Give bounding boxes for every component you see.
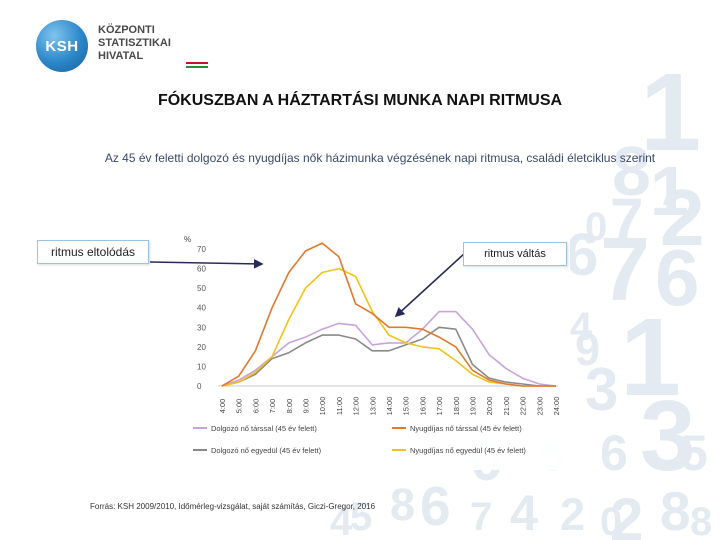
- background-digit: 0: [600, 500, 622, 540]
- legend-entry: Nyugdíjas nő egyedül (45 év felett): [410, 446, 526, 455]
- x-tick-label: 24:00: [552, 397, 561, 416]
- x-tick-label: 7:00: [268, 399, 277, 414]
- x-tick-label: 22:00: [519, 397, 528, 416]
- background-digit: 3: [640, 380, 696, 492]
- y-tick-label: 50: [197, 284, 206, 293]
- x-tick-label: 11:00: [335, 397, 344, 415]
- background-digit: 3: [585, 356, 618, 423]
- y-axis-label: %: [184, 235, 191, 244]
- logo-wordmark: KÖZPONTI STATISZTIKAI HIVATAL: [98, 24, 171, 63]
- x-tick-label: 10:00: [318, 397, 327, 416]
- series-line: [221, 326, 556, 387]
- background-digit: 8: [390, 479, 415, 530]
- background-digit: 7: [600, 220, 650, 320]
- background-digit: 0: [585, 205, 607, 249]
- x-tick-label: 4:00: [218, 399, 227, 414]
- background-digit: 4: [570, 305, 593, 349]
- background-digit: 2: [660, 173, 705, 262]
- background-digit: 1: [650, 152, 689, 230]
- background-digit: 8: [690, 500, 712, 540]
- x-tick-label: 20:00: [485, 397, 494, 416]
- logo-line-2: STATISZTIKAI: [98, 37, 171, 49]
- background-digit: 6: [600, 425, 628, 481]
- x-tick-label: 14:00: [385, 397, 394, 416]
- callout-rhythm-change: ritmus váltás: [463, 242, 567, 266]
- flag-stripe: [186, 66, 208, 68]
- background-digit: 6: [565, 221, 598, 288]
- logo-line-1: KÖZPONTI: [98, 24, 155, 36]
- x-tick-label: 8:00: [285, 399, 294, 414]
- background-digit: 7: [610, 186, 643, 253]
- background-digit: 4: [330, 500, 353, 540]
- callout-arrow-right: [394, 252, 466, 318]
- callout-rhythm-shift: ritmus eltolódás: [37, 240, 149, 264]
- background-digit: 7: [470, 495, 492, 539]
- background-digit: 5: [680, 425, 708, 481]
- x-tick-label: 18:00: [452, 397, 461, 416]
- background-digit: 6: [655, 233, 700, 322]
- background-digit: 9: [575, 324, 600, 375]
- logo-badge-text: KSH: [45, 38, 79, 55]
- y-tick-label: 20: [197, 343, 206, 352]
- x-tick-label: 5:00: [235, 399, 244, 414]
- x-tick-label: 6:00: [251, 399, 260, 414]
- y-tick-label: 40: [197, 304, 206, 313]
- callout-arrow-left: [149, 259, 264, 269]
- y-tick-label: 0: [197, 382, 202, 391]
- x-tick-label: 13:00: [368, 397, 377, 416]
- background-digit: 1: [620, 296, 681, 419]
- x-tick-label: 21:00: [502, 397, 511, 416]
- y-tick-label: 60: [197, 265, 206, 274]
- page-title: FÓKUSZBAN A HÁZTARTÁSI MUNKA NAPI RITMUS…: [157, 92, 563, 109]
- x-tick-label: 17:00: [435, 397, 444, 416]
- background-digit: 2: [560, 489, 585, 540]
- series-line: [221, 242, 556, 387]
- x-tick-label: 15:00: [402, 397, 411, 416]
- legend-entry: Dolgozó nő társsal (45 év felett): [211, 424, 317, 433]
- legend-entry: Dolgozó nő egyedül (45 év felett): [211, 446, 322, 455]
- background-digit: 2: [610, 486, 643, 540]
- logo-line-3: HIVATAL: [98, 50, 144, 62]
- legend-entry: Nyugdíjas nő társsal (45 év felett): [410, 424, 522, 433]
- flag-stripe: [186, 64, 208, 66]
- background-digit: 6: [420, 475, 451, 537]
- background-digit: 1: [640, 51, 701, 174]
- y-tick-label: 10: [197, 362, 206, 371]
- background-digit: 5: [350, 495, 372, 539]
- background-digit: 8: [660, 480, 691, 540]
- ksh-logo: KSH KÖZPONTI STATISZTIKAI HIVATAL: [36, 18, 216, 74]
- x-tick-label: 16:00: [418, 397, 427, 416]
- x-tick-label: 23:00: [535, 397, 544, 416]
- x-tick-label: 19:00: [469, 397, 478, 416]
- chart-subtitle: Az 45 év feletti dolgozó és nyugdíjas nő…: [104, 151, 656, 165]
- hungarian-flag-icon: [186, 62, 208, 68]
- y-tick-label: 70: [197, 245, 206, 254]
- x-tick-label: 12:00: [352, 397, 361, 416]
- logo-badge: KSH: [36, 20, 88, 72]
- source-note: Forrás: KSH 2009/2010, Időmérleg-vizsgál…: [90, 502, 376, 511]
- flag-stripe: [186, 62, 208, 64]
- y-tick-label: 30: [197, 323, 206, 332]
- background-digit: 4: [510, 485, 538, 540]
- background-digit: 8: [612, 132, 651, 210]
- series-line: [221, 310, 557, 387]
- x-tick-label: 9:00: [302, 399, 311, 414]
